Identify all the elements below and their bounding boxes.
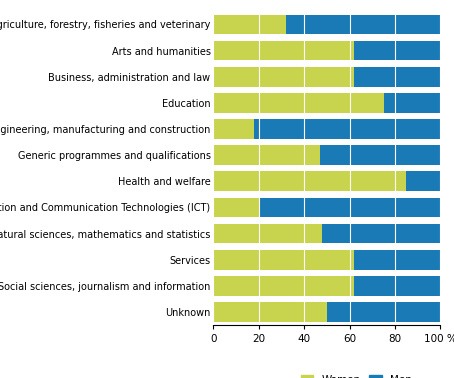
Bar bbox=[213, 302, 327, 322]
Bar bbox=[286, 15, 440, 34]
Bar bbox=[213, 172, 406, 191]
Bar bbox=[384, 93, 440, 113]
Bar bbox=[213, 276, 354, 296]
Bar bbox=[406, 172, 440, 191]
Bar bbox=[354, 250, 440, 270]
Bar bbox=[213, 93, 384, 113]
Bar bbox=[327, 302, 440, 322]
Legend: Women, Men: Women, Men bbox=[297, 371, 416, 378]
Bar bbox=[254, 119, 440, 139]
Bar bbox=[213, 224, 322, 243]
Bar bbox=[213, 15, 286, 34]
Bar bbox=[213, 250, 354, 270]
Bar bbox=[213, 119, 254, 139]
Bar bbox=[213, 198, 259, 217]
Bar bbox=[320, 145, 440, 165]
Bar bbox=[354, 276, 440, 296]
Bar bbox=[354, 41, 440, 60]
Bar bbox=[322, 224, 440, 243]
Bar bbox=[213, 145, 320, 165]
Bar bbox=[213, 67, 354, 87]
Bar bbox=[259, 198, 440, 217]
Bar bbox=[213, 41, 354, 60]
Bar bbox=[354, 67, 440, 87]
